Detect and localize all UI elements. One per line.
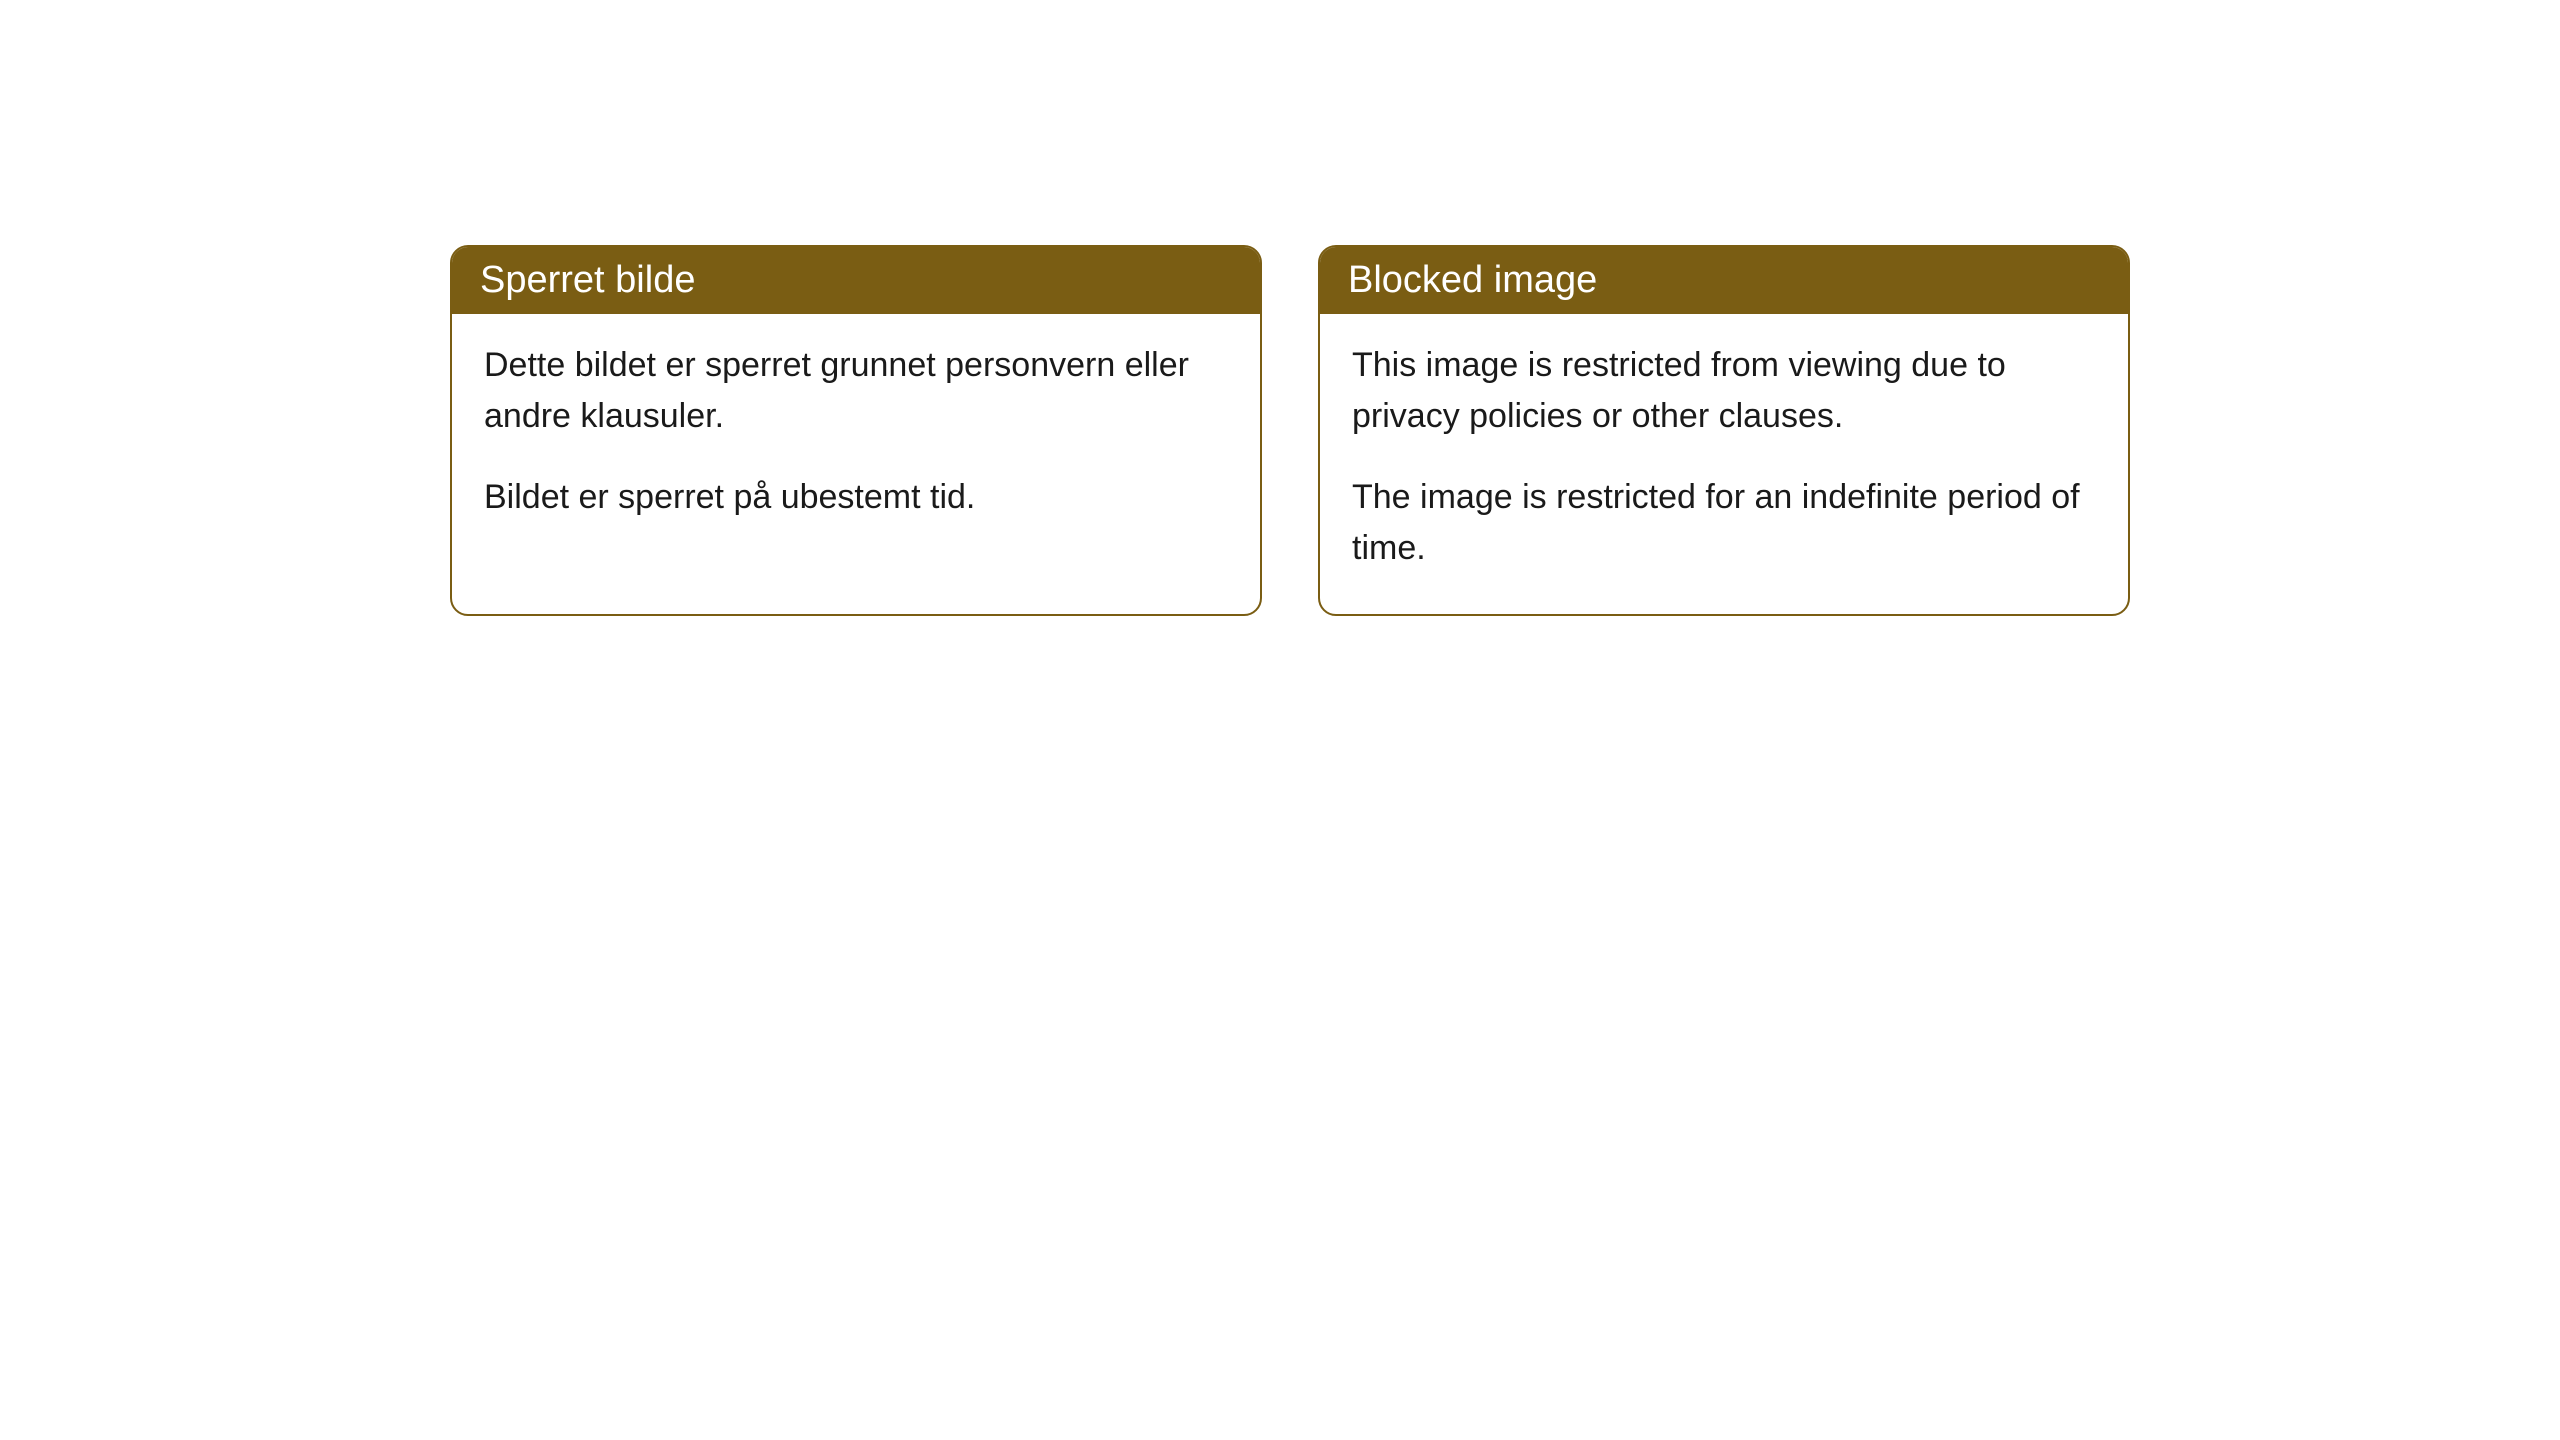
card-body: Dette bildet er sperret grunnet personve… <box>452 314 1260 563</box>
notice-cards-container: Sperret bilde Dette bildet er sperret gr… <box>450 245 2560 616</box>
notice-card-norwegian: Sperret bilde Dette bildet er sperret gr… <box>450 245 1262 616</box>
card-title: Blocked image <box>1348 259 1597 301</box>
notice-card-english: Blocked image This image is restricted f… <box>1318 245 2130 616</box>
card-header: Blocked image <box>1320 247 2128 314</box>
card-paragraph: Bildet er sperret på ubestemt tid. <box>484 472 1228 523</box>
card-body: This image is restricted from viewing du… <box>1320 314 2128 614</box>
card-header: Sperret bilde <box>452 247 1260 314</box>
card-paragraph: Dette bildet er sperret grunnet personve… <box>484 340 1228 442</box>
card-paragraph: The image is restricted for an indefinit… <box>1352 472 2096 574</box>
card-title: Sperret bilde <box>480 259 695 301</box>
card-paragraph: This image is restricted from viewing du… <box>1352 340 2096 442</box>
